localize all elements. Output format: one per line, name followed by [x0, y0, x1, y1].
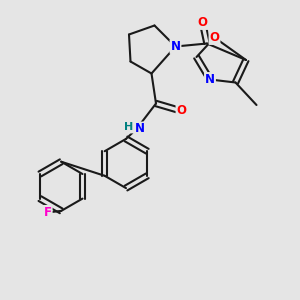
Text: F: F: [44, 206, 52, 219]
Text: N: N: [170, 40, 181, 53]
Text: O: O: [176, 104, 187, 118]
Text: O: O: [209, 31, 220, 44]
Text: N: N: [205, 73, 215, 86]
Text: N: N: [134, 122, 145, 136]
Text: H: H: [124, 122, 134, 133]
Text: O: O: [197, 16, 208, 29]
